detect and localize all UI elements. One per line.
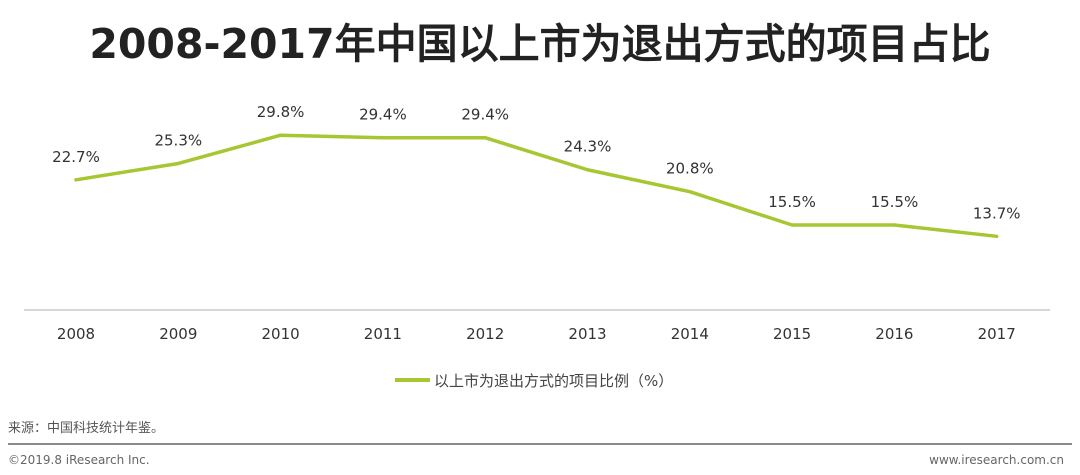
- data-label: 15.5%: [768, 193, 816, 211]
- x-tick-label: 2017: [978, 325, 1016, 343]
- x-tick-label: 2015: [773, 325, 811, 343]
- data-label: 20.8%: [666, 160, 714, 178]
- x-tick-label: 2012: [466, 325, 504, 343]
- data-label: 13.7%: [973, 204, 1021, 222]
- legend: 以上市为退出方式的项目比例（%）: [395, 372, 673, 390]
- x-tick-label: 2009: [159, 325, 197, 343]
- data-label: 22.7%: [52, 148, 100, 166]
- data-label: 29.8%: [257, 103, 305, 121]
- data-label: 15.5%: [871, 193, 919, 211]
- x-tick-label: 2013: [568, 325, 606, 343]
- series-layer: [74, 133, 999, 239]
- website-text: www.iresearch.com.cn: [929, 453, 1064, 467]
- chart-title: 2008-2017年中国以上市为退出方式的项目占比: [89, 20, 991, 68]
- data-point: [279, 133, 283, 137]
- data-label: 24.3%: [564, 138, 612, 156]
- data-point: [176, 161, 180, 165]
- series-line: [74, 133, 999, 239]
- x-tick-label: 2016: [875, 325, 913, 343]
- source-note: 来源：中国科技统计年鉴。: [8, 421, 165, 436]
- x-tick-label: 2008: [57, 325, 95, 343]
- line-chart: 22.7% 25.3% 29.8% 29.4% 29.4% 24.3% 20.8% 15.5%…: [24, 103, 1050, 390]
- data-point: [995, 234, 999, 238]
- data-point: [381, 136, 385, 140]
- x-tick-label: 2011: [364, 325, 402, 343]
- x-tick-label: 2014: [671, 325, 709, 343]
- x-tick-labels: 2008 2009 2010 2011 2012 2013 2014 2015 2016 2017: [57, 325, 1016, 343]
- copyright-text: ©2019.8 iResearch Inc.: [8, 453, 150, 467]
- data-point: [688, 190, 692, 194]
- footer-divider: [8, 443, 1072, 445]
- x-tick-label: 2010: [262, 325, 300, 343]
- data-label: 25.3%: [154, 131, 202, 149]
- legend-label: 以上市为退出方式的项目比例（%）: [434, 372, 673, 390]
- data-point: [892, 223, 896, 227]
- data-label: 29.4%: [461, 106, 509, 124]
- data-point: [483, 136, 487, 140]
- data-point: [790, 223, 794, 227]
- data-label: 29.4%: [359, 106, 407, 124]
- data-point: [74, 178, 78, 182]
- data-point: [586, 168, 589, 172]
- data-labels: 22.7% 25.3% 29.8% 29.4% 29.4% 24.3% 20.8% 15.5%…: [52, 103, 1020, 222]
